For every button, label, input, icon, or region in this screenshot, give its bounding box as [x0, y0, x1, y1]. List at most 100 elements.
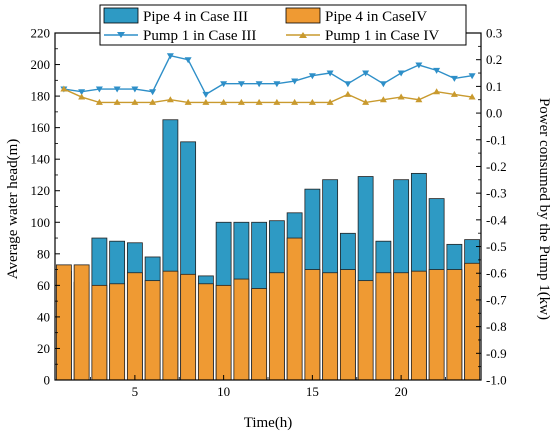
left-axis-title: Average water head(m)	[5, 139, 21, 279]
point-pump1-case4-19	[379, 96, 387, 103]
point-pump1-case4-16	[326, 98, 334, 105]
point-pump1-case4-11	[237, 98, 245, 105]
right-tick-label: -0.9	[486, 346, 507, 361]
point-pump1-case3-9	[202, 91, 210, 98]
point-pump1-case3-2	[78, 89, 86, 96]
point-pump1-case3-19	[379, 81, 387, 88]
left-tick-label: 100	[31, 215, 51, 230]
right-tick-label: 0.0	[486, 106, 502, 121]
point-pump1-case4-14	[291, 98, 299, 105]
right-axis-title: Power consumed by the Pump 1(kw)	[536, 98, 550, 320]
line-pump1-case3	[63, 54, 473, 96]
left-tick-label: 120	[31, 183, 51, 198]
bar-pipe4-case4-13	[268, 272, 285, 381]
bar-pipe4-case4-14	[286, 237, 303, 381]
line-pump1-case4	[63, 88, 473, 104]
bar-pipe4-case4-1	[55, 264, 72, 381]
bar-pipe4-case4-8	[180, 273, 197, 381]
point-pump1-case4-7	[166, 96, 174, 103]
bar-pipe4-case4-24	[464, 262, 481, 381]
bar-pipe4-case4-6	[144, 280, 161, 381]
left-tick-label: 160	[31, 120, 51, 135]
bar-pipe4-case4-9	[197, 283, 214, 381]
point-pump1-case3-12	[255, 81, 263, 88]
bar-pipe4-case4-10	[215, 284, 232, 381]
bar-pipe4-case4-16	[322, 272, 339, 381]
left-tick-label: 200	[31, 57, 51, 72]
point-pump1-case4-18	[362, 98, 370, 105]
legend-marker-pump1-case4	[299, 32, 307, 38]
point-pump1-case3-16	[326, 70, 334, 77]
x-axis-title: Time(h)	[244, 415, 293, 431]
right-tick-label: -0.1	[486, 132, 507, 147]
point-pump1-case3-23	[450, 75, 458, 82]
left-tick-label: 80	[37, 246, 50, 261]
right-tick-label: -0.7	[486, 292, 507, 307]
right-tick-label: -1.0	[486, 373, 507, 388]
legend-swatch-pipe4-case3	[103, 7, 139, 24]
bar-pipe4-case4-23	[446, 269, 463, 381]
bar-pipe4-case4-2	[73, 264, 90, 381]
point-pump1-case3-13	[273, 81, 281, 88]
point-pump1-case4-1	[60, 85, 68, 92]
left-tick-label: 60	[37, 278, 50, 293]
point-pump1-case4-13	[273, 98, 281, 105]
bar-pipe4-case4-18	[357, 280, 374, 381]
point-pump1-case3-10	[220, 81, 228, 88]
left-tick-label: 220	[31, 26, 51, 41]
x-tick-label: 5	[132, 384, 139, 399]
right-tick-label: -0.3	[486, 186, 507, 201]
point-pump1-case3-21	[415, 62, 423, 69]
point-pump1-case3-15	[308, 73, 316, 80]
point-pump1-case3-6	[149, 89, 157, 96]
bar-pipe4-case4-5	[126, 272, 143, 381]
left-tick-label: 20	[37, 341, 50, 356]
point-pump1-case3-18	[362, 70, 370, 77]
right-axis-ticks: 0.3 0.2 0.1 0.0 -0.1 -0.2 -0.3 -0.4 -0.5 -0.6 -0.7…	[486, 26, 507, 388]
legend-box	[99, 4, 467, 46]
point-pump1-case4-8	[184, 98, 192, 105]
point-pump1-case3-8	[184, 57, 192, 64]
left-tick-label: 180	[31, 89, 51, 104]
x-tick-label: 20	[395, 384, 408, 399]
point-pump1-case4-5	[131, 98, 139, 105]
bar-pipe4-case4-19	[375, 272, 392, 381]
legend-swatch-pipe4-case4	[285, 7, 321, 24]
point-pump1-case3-14	[291, 78, 299, 85]
right-tick-label: 0.2	[486, 52, 502, 67]
legend-label-pipe4-case4: Pipe 4 in CaseIV	[325, 9, 427, 25]
legend-label-pipe4-case3: Pipe 4 in Case III	[143, 9, 248, 25]
bar-pipe4-case4-15	[304, 269, 321, 381]
right-tick-label: -0.6	[486, 266, 507, 281]
point-pump1-case3-20	[397, 70, 405, 77]
left-tick-label: 140	[31, 152, 51, 167]
bar-pipe4-case4-21	[410, 270, 427, 381]
point-pump1-case4-23	[450, 90, 458, 97]
point-pump1-case4-22	[433, 88, 441, 95]
point-pump1-case4-2	[78, 93, 86, 100]
left-axis-ticks: 0 20 40 60 80 100 120 140 160 180 200 220	[31, 26, 51, 388]
right-tick-label: -0.4	[486, 212, 507, 227]
legend-label-pump1-case4: Pump 1 in Case IV	[325, 28, 439, 44]
point-pump1-case3-3	[95, 86, 103, 93]
bar-pipe4-case4-3	[91, 284, 108, 381]
point-pump1-case4-6	[149, 98, 157, 105]
x-tick-label: 15	[306, 384, 319, 399]
point-pump1-case4-20	[397, 93, 405, 100]
point-pump1-case4-12	[255, 98, 263, 105]
point-pump1-case4-3	[95, 98, 103, 105]
right-tick-label: -0.8	[486, 319, 507, 334]
bar-pipe4-case4-22	[428, 269, 445, 381]
right-tick-label: 0.1	[486, 79, 502, 94]
bar-pipe4-case4-17	[339, 269, 356, 381]
point-pump1-case3-4	[113, 86, 121, 93]
point-pump1-case3-7	[166, 53, 174, 60]
left-tick-label: 40	[37, 309, 50, 324]
bar-pipe4-case4-20	[393, 272, 410, 381]
left-tick-label: 0	[44, 373, 51, 388]
bar-pipe4-case4-7	[162, 270, 179, 381]
point-pump1-case4-15	[308, 98, 316, 105]
bar-pipe4-case4-4	[109, 283, 126, 381]
point-pump1-case3-5	[131, 86, 139, 93]
x-tick-label: 10	[217, 384, 230, 399]
